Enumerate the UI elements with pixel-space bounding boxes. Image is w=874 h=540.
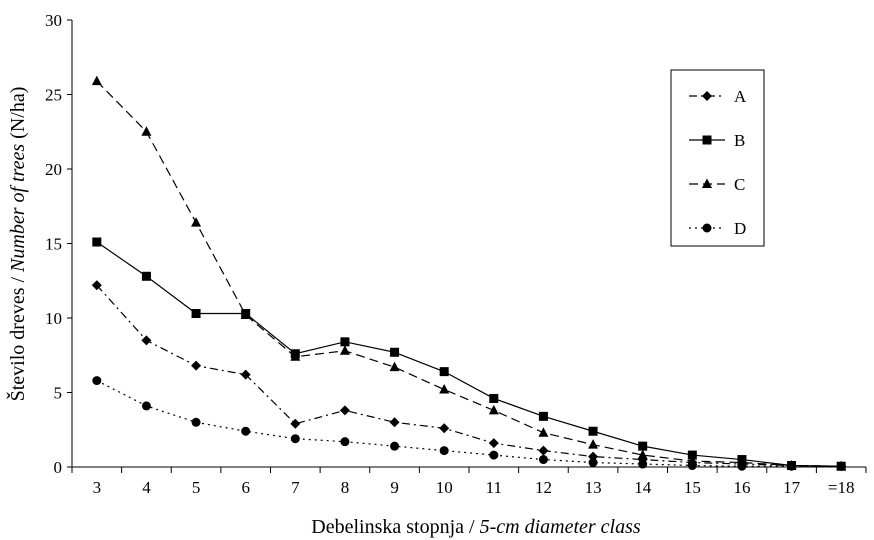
x-tick-label: 6 bbox=[241, 478, 250, 497]
data-point-D bbox=[836, 461, 846, 471]
y-axis-title: Število dreves / Number of trees (N/ha) bbox=[5, 87, 29, 402]
data-point-D bbox=[439, 446, 449, 456]
data-point-C bbox=[339, 345, 350, 355]
y-tick-label: 10 bbox=[45, 309, 62, 328]
data-point-A bbox=[91, 280, 102, 291]
x-tick-label: 12 bbox=[535, 478, 552, 497]
legend-marker bbox=[702, 178, 712, 188]
data-point-D bbox=[92, 376, 102, 386]
series-line-A bbox=[96, 284, 842, 467]
legend-label: B bbox=[734, 131, 745, 150]
data-point-D bbox=[340, 437, 350, 447]
legend-label: D bbox=[734, 219, 746, 238]
x-tick-label: 17 bbox=[783, 478, 801, 497]
data-point-D bbox=[787, 461, 797, 471]
legend-label: C bbox=[734, 175, 745, 194]
x-tick-label: 11 bbox=[486, 478, 502, 497]
data-point-C bbox=[389, 361, 400, 372]
data-point-D bbox=[141, 401, 151, 411]
data-point-D bbox=[489, 450, 499, 460]
y-tick-label: 25 bbox=[45, 86, 62, 105]
x-tick-label: 8 bbox=[341, 478, 350, 497]
x-tick-label: 4 bbox=[142, 478, 151, 497]
x-tick-label: 9 bbox=[390, 478, 399, 497]
data-point-B bbox=[687, 450, 697, 460]
data-point-B bbox=[141, 271, 151, 281]
data-point-D bbox=[538, 455, 548, 465]
series-A bbox=[91, 280, 847, 472]
legend: A B C D bbox=[670, 69, 765, 247]
legend-marker bbox=[702, 223, 712, 233]
data-point-A bbox=[389, 417, 400, 428]
y-tick-label: 0 bbox=[54, 458, 63, 477]
data-point-B bbox=[340, 337, 350, 347]
data-point-B bbox=[92, 237, 102, 247]
data-point-D bbox=[390, 441, 400, 451]
axes: 0 5 10 15 20 25 30 3 4 5 6 7 8 9 10 11 12 13 14 15 16 17 =18 bbox=[45, 11, 867, 497]
data-point-D bbox=[737, 461, 747, 471]
legend-item-B: B bbox=[689, 131, 745, 150]
y-tick-label: 15 bbox=[45, 235, 62, 254]
legend-item-C: C bbox=[689, 175, 745, 194]
x-axis-title: Debelinska stopnja / 5-cm diameter class bbox=[311, 516, 641, 538]
series-B bbox=[92, 237, 846, 471]
x-tick-label: 3 bbox=[93, 478, 102, 497]
series-line-D bbox=[96, 380, 842, 467]
x-tick-label: 10 bbox=[436, 478, 453, 497]
data-point-C bbox=[439, 384, 450, 394]
series-layer bbox=[91, 75, 847, 472]
x-tick-label: 7 bbox=[291, 478, 300, 497]
data-point-A bbox=[240, 369, 251, 380]
series-line-C bbox=[96, 80, 842, 467]
data-point-C bbox=[191, 217, 202, 227]
y-tick-label: 30 bbox=[45, 11, 62, 30]
data-point-A bbox=[439, 423, 450, 434]
data-point-C bbox=[290, 351, 301, 361]
data-point-C bbox=[538, 427, 549, 437]
x-tick-label: 15 bbox=[684, 478, 701, 497]
data-point-A bbox=[191, 360, 202, 371]
legend-marker bbox=[702, 91, 712, 101]
data-point-B bbox=[191, 309, 201, 319]
data-point-C bbox=[488, 404, 499, 415]
data-point-B bbox=[538, 411, 548, 421]
legend-box bbox=[670, 69, 765, 247]
data-point-D bbox=[588, 458, 598, 468]
data-point-A bbox=[290, 418, 301, 429]
data-point-C bbox=[141, 126, 152, 136]
series-line-B bbox=[96, 241, 842, 467]
y-tick-label: 5 bbox=[54, 384, 63, 403]
legend-marker bbox=[702, 135, 712, 145]
data-point-C bbox=[637, 449, 648, 460]
data-point-D bbox=[241, 426, 251, 436]
data-point-D bbox=[638, 459, 648, 469]
data-point-C bbox=[240, 309, 251, 320]
data-point-D bbox=[290, 434, 300, 444]
x-tick-label: 13 bbox=[585, 478, 602, 497]
legend-label: A bbox=[734, 87, 747, 106]
y-tick-label: 20 bbox=[45, 160, 62, 179]
data-point-B bbox=[439, 367, 449, 377]
data-point-D bbox=[687, 461, 697, 471]
data-point-B bbox=[390, 347, 400, 357]
legend-item-D: D bbox=[689, 219, 746, 238]
data-point-D bbox=[191, 417, 201, 427]
data-point-A bbox=[538, 445, 549, 456]
x-tick-label: =18 bbox=[828, 478, 855, 497]
data-point-C bbox=[91, 75, 102, 86]
x-tick-label: 16 bbox=[733, 478, 750, 497]
data-point-B bbox=[588, 426, 598, 436]
data-point-A bbox=[141, 335, 152, 346]
series-D bbox=[92, 376, 846, 471]
data-point-B bbox=[638, 441, 648, 451]
x-tick-label: 14 bbox=[634, 478, 652, 497]
data-point-A bbox=[488, 438, 499, 449]
x-tick-label: 5 bbox=[192, 478, 201, 497]
legend-item-A: A bbox=[689, 87, 747, 106]
data-point-A bbox=[339, 405, 350, 416]
data-point-C bbox=[588, 439, 599, 449]
data-point-B bbox=[489, 393, 499, 403]
